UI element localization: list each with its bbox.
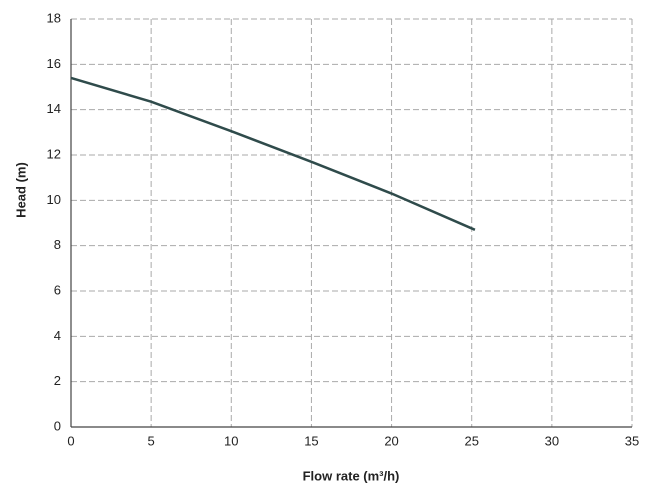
y-tick-label: 12	[47, 146, 61, 161]
x-tick-label: 35	[625, 433, 639, 448]
y-tick-label: 4	[54, 328, 61, 343]
x-tick-label: 0	[67, 433, 74, 448]
x-tick-label: 20	[384, 433, 398, 448]
y-tick-label: 6	[54, 282, 61, 297]
y-axis-label: Head (m)	[13, 162, 28, 218]
data-line	[70, 76, 476, 231]
x-tick-label: 5	[148, 433, 155, 448]
y-tick-label: 16	[47, 56, 61, 71]
x-tick-label: 30	[545, 433, 559, 448]
y-tick-label: 0	[54, 418, 61, 433]
x-tick-label: 25	[464, 433, 478, 448]
x-tick-label: 10	[224, 433, 238, 448]
y-tick-label: 14	[47, 101, 61, 116]
y-tick-label: 18	[47, 10, 61, 25]
y-tick-label: 8	[54, 237, 61, 252]
x-tick-label: 15	[304, 433, 318, 448]
y-tick-label: 10	[47, 192, 61, 207]
x-axis-label: Flow rate (m³/h)	[303, 468, 400, 483]
y-tick-label: 2	[54, 373, 61, 388]
